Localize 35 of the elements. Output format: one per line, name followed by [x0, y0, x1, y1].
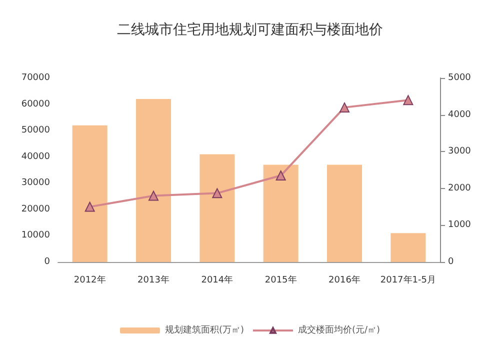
- point: [212, 188, 222, 198]
- y-tick-label: 50000: [21, 126, 50, 136]
- bar: [326, 164, 362, 262]
- x-tick-label: 2013年: [138, 274, 170, 286]
- y-tick-label: 40000: [21, 152, 50, 162]
- y2-tick-label: 0: [448, 257, 454, 267]
- chart-title: 二线城市住宅用地规划可建面积与楼面地价: [117, 22, 383, 38]
- y2-tick-label: 2000: [448, 183, 472, 194]
- y-tick-label: 0: [44, 257, 50, 267]
- y-tick-label: 10000: [21, 230, 50, 241]
- y2-tick-label: 4000: [448, 110, 472, 120]
- y2-tick-label: 1000: [448, 220, 472, 230]
- point: [276, 170, 286, 181]
- point: [84, 202, 95, 212]
- x-tick-label: 2017年1-5月: [380, 274, 436, 286]
- point: [340, 102, 350, 112]
- bar: [390, 233, 426, 262]
- y2-tick-label: 3000: [448, 146, 472, 157]
- x-tick-label: 2016年: [328, 274, 360, 286]
- y-tick-label: 30000: [21, 178, 50, 188]
- x-tick-label: 2012年: [74, 274, 106, 286]
- legend-label: 规划建筑面积(万㎡): [164, 324, 244, 336]
- bar: [136, 99, 172, 262]
- y-tick-label: 70000: [21, 73, 50, 83]
- bar: [263, 164, 298, 262]
- x-tick-label: 2015年: [264, 274, 297, 286]
- legend-label: 成交楼面均价(元/㎡): [298, 324, 380, 336]
- y-tick-label: 20000: [21, 204, 50, 214]
- bar: [200, 154, 235, 262]
- point: [148, 190, 158, 201]
- y-tick-label: 60000: [21, 99, 50, 110]
- x-tick-label: 2014年: [201, 274, 234, 286]
- bar: [72, 125, 108, 262]
- point: [403, 95, 414, 106]
- y2-tick-label: 5000: [448, 73, 472, 83]
